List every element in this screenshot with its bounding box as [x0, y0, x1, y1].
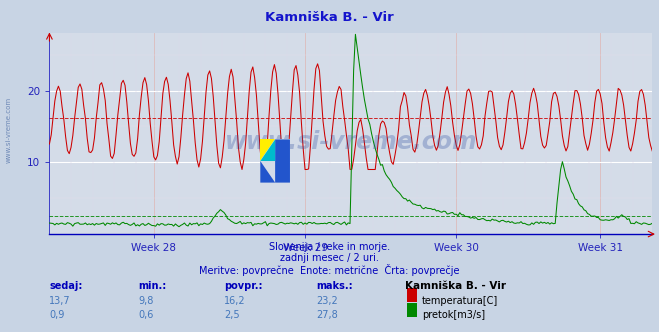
Text: temperatura[C]: temperatura[C]	[422, 296, 498, 306]
Text: Slovenija / reke in morje.: Slovenija / reke in morje.	[269, 242, 390, 252]
Text: zadnji mesec / 2 uri.: zadnji mesec / 2 uri.	[280, 253, 379, 263]
Text: Kamniška B. - Vir: Kamniška B. - Vir	[405, 281, 506, 290]
Text: min.:: min.:	[138, 281, 167, 290]
Text: 2,5: 2,5	[224, 310, 240, 320]
Text: www.si-vreme.com: www.si-vreme.com	[225, 130, 477, 154]
Polygon shape	[260, 139, 275, 161]
Text: Kamniška B. - Vir: Kamniška B. - Vir	[265, 11, 394, 24]
Polygon shape	[260, 139, 290, 183]
Text: 16,2: 16,2	[224, 296, 246, 306]
Text: Meritve: povprečne  Enote: metrične  Črta: povprečje: Meritve: povprečne Enote: metrične Črta:…	[199, 264, 460, 276]
Text: sedaj:: sedaj:	[49, 281, 83, 290]
Text: 27,8: 27,8	[316, 310, 338, 320]
Text: 0,9: 0,9	[49, 310, 65, 320]
Text: 9,8: 9,8	[138, 296, 154, 306]
Text: povpr.:: povpr.:	[224, 281, 262, 290]
Text: 13,7: 13,7	[49, 296, 71, 306]
Text: 0,6: 0,6	[138, 310, 154, 320]
Text: www.si-vreme.com: www.si-vreme.com	[5, 96, 11, 163]
Text: 23,2: 23,2	[316, 296, 338, 306]
Text: pretok[m3/s]: pretok[m3/s]	[422, 310, 485, 320]
Polygon shape	[260, 139, 275, 161]
Text: maks.:: maks.:	[316, 281, 353, 290]
